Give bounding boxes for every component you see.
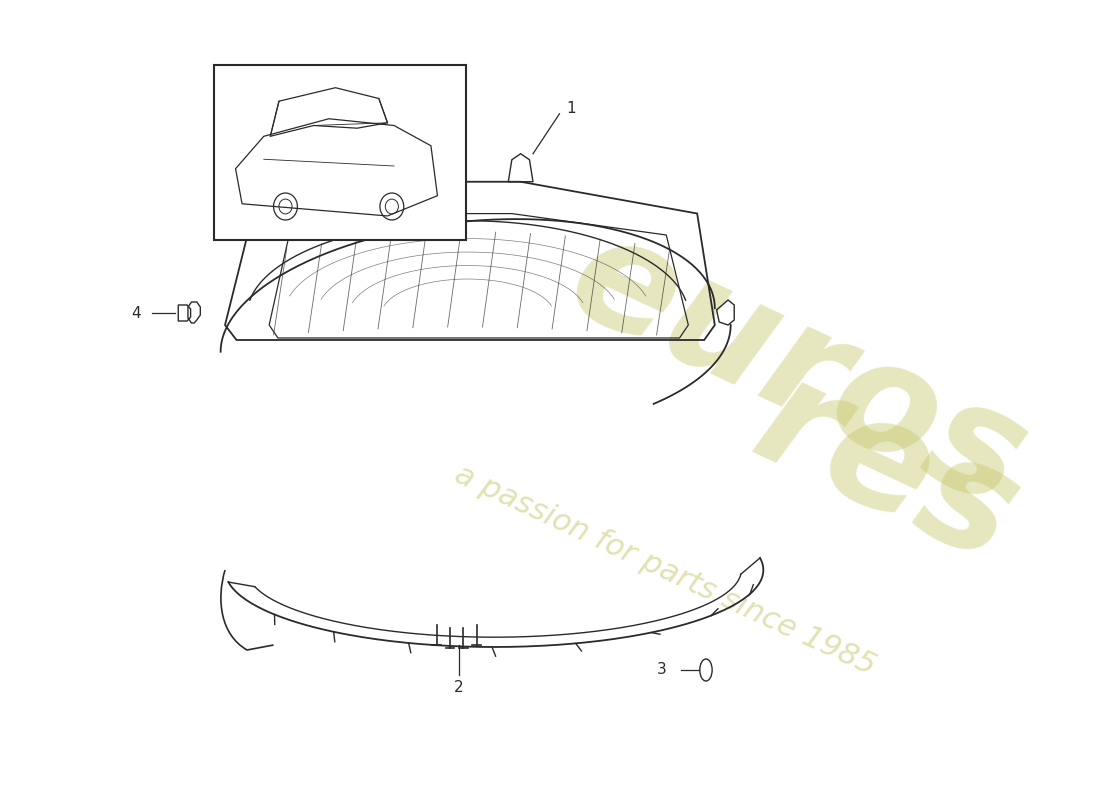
Bar bbox=[213, 65, 466, 240]
Text: 4: 4 bbox=[132, 306, 141, 321]
Text: a passion for parts since 1985: a passion for parts since 1985 bbox=[450, 459, 880, 681]
Text: 3: 3 bbox=[657, 662, 667, 678]
Text: res: res bbox=[733, 346, 1040, 594]
Text: 2: 2 bbox=[454, 681, 464, 695]
Text: euros: euros bbox=[547, 200, 1048, 540]
Text: 1: 1 bbox=[566, 102, 576, 116]
